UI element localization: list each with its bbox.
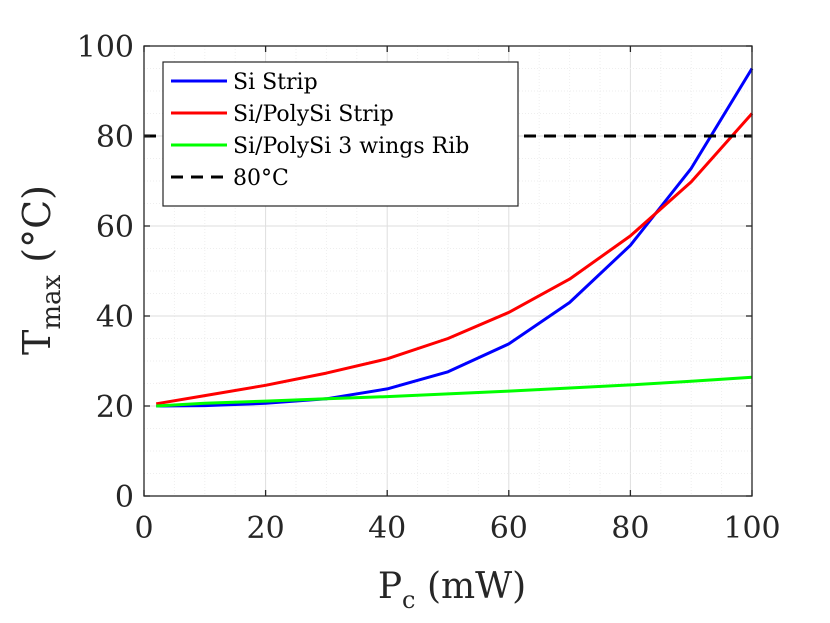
y-axis-title-base: T [15,330,59,355]
series-line [156,375,753,408]
y-axis-title-rest: (°C) [15,185,59,275]
legend-label: Si/PolySi Strip [233,102,394,127]
y-tick-label: 40 [96,300,134,335]
y-tick-label: 80 [96,120,134,155]
legend: Si Strip Si/PolySi Strip Si/PolySi 3 wings… [162,61,519,207]
x-axis-title-rest: (mW) [416,566,527,607]
y-axis-title: Tmax (°C) [15,185,67,355]
x-tick-label: 80 [611,511,649,546]
axes-box [143,45,753,497]
y-tick-label: 60 [96,210,134,245]
x-axis-title: Pc (mW) [378,566,526,614]
legend-label: Si/PolySi 3 wings Rib [233,134,469,159]
y-tick-label: 20 [96,390,134,425]
legend-label: 80°C [233,166,289,191]
x-axis-title-base: P [378,566,402,607]
x-tick-label: 60 [490,511,528,546]
x-tick-label: 20 [247,511,285,546]
x-tick-label: 40 [368,511,406,546]
x-tick-label: 0 [134,511,153,546]
legend-box [162,61,519,207]
axis-ticks: 0 20 40 60 80 100 0 20 40 60 80 100 [77,30,781,546]
series-line [155,112,754,406]
y-axis-title-sub: max [37,274,67,329]
y-tick-label: 0 [115,480,134,515]
y-tick-label: 100 [77,30,134,65]
x-axis-title-sub: c [402,586,415,614]
legend-label: Si Strip [233,70,318,95]
x-tick-label: 100 [723,511,780,546]
